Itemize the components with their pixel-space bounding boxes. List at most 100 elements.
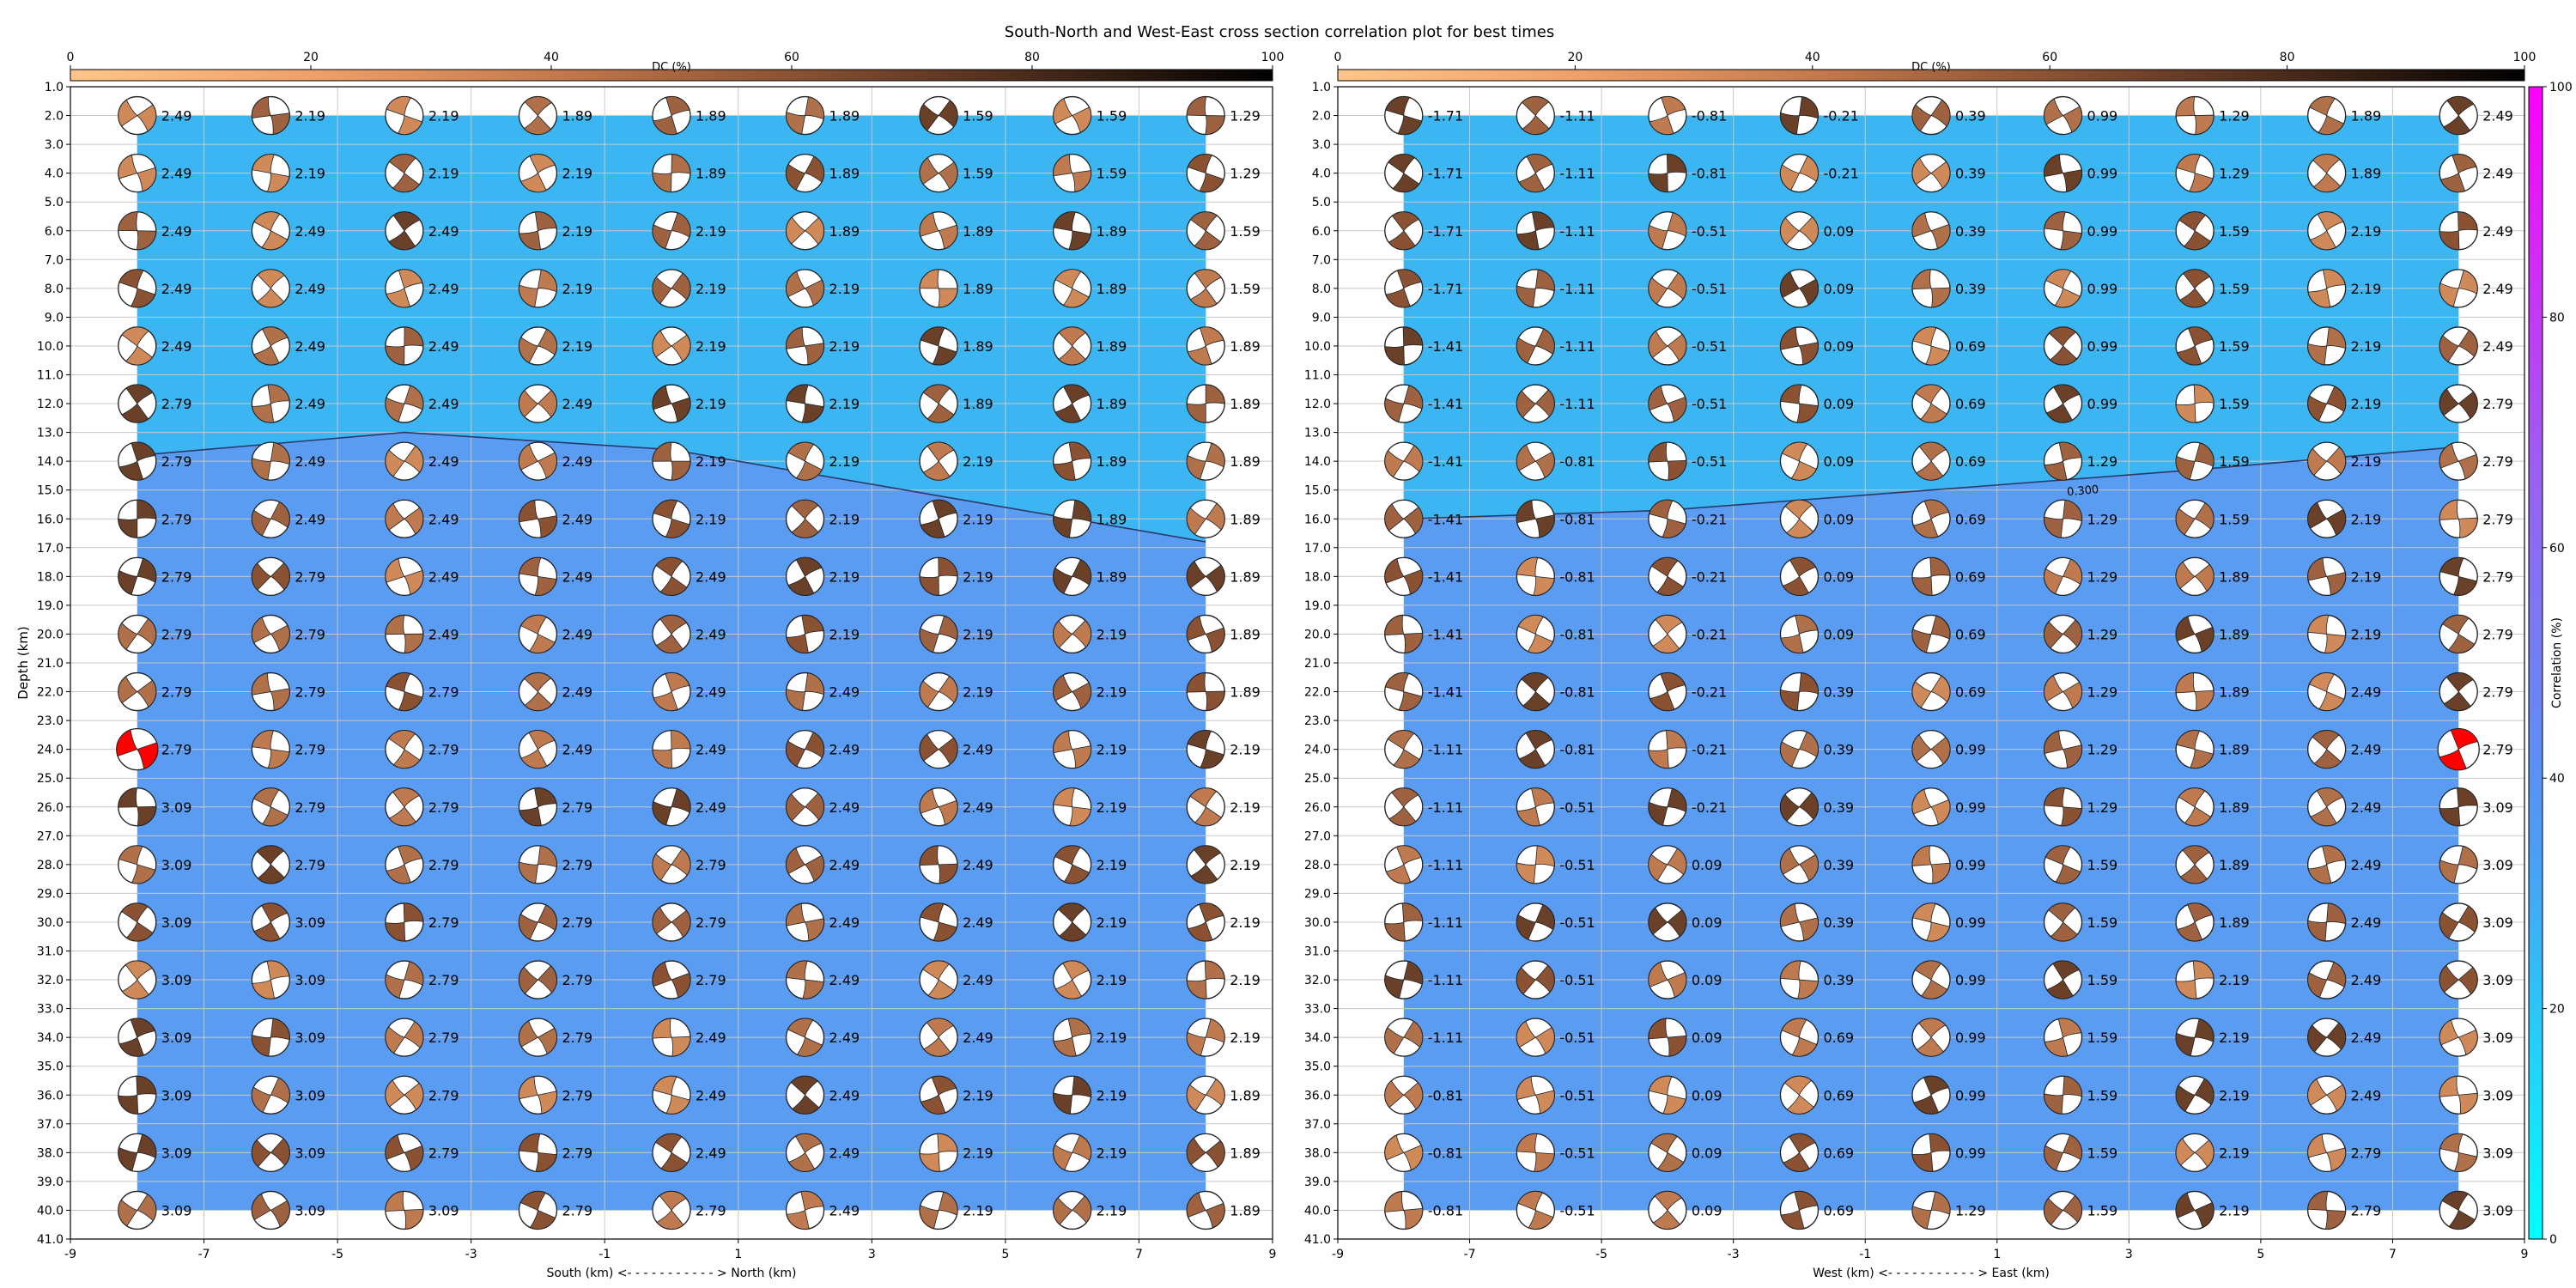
beachball-compression-quadrant [1911,1206,1932,1230]
time-label: 1.59 [1230,281,1261,297]
beachball-compression-quadrant [2458,270,2478,295]
beachball-compression-quadrant [786,326,806,349]
time-label: 3.09 [2482,972,2513,988]
time-label: -0.51 [1559,1087,1595,1103]
time-label: -1.11 [1559,338,1595,355]
beachball-compression-quadrant [116,729,138,756]
beachball-compression-quadrant [652,224,672,250]
beachball [1384,671,1424,712]
beachball-compression-quadrant [519,556,542,577]
beachball-compression-quadrant [927,441,955,462]
beachball-compression-quadrant [1648,907,1668,935]
time-label: 2.19 [295,166,325,182]
beachball-compression-quadrant [938,615,958,641]
dc-colorbar-tick-label: 100 [2513,51,2537,64]
beachball [1186,556,1225,596]
time-label: 2.79 [161,684,192,701]
beachball-compression-quadrant [519,443,539,471]
time-label: 2.19 [1097,1145,1127,1161]
beachball [1516,1133,1555,1172]
time-label: 2.49 [295,281,325,297]
beachball-compression-quadrant [1929,556,1951,577]
beachball-compression-quadrant [1205,1018,1225,1043]
beachball [251,95,290,136]
beachball-compression-quadrant [1384,1191,1405,1212]
y-tick-label: 40.0 [1304,1204,1331,1218]
beachball-compression-quadrant [118,623,138,650]
beachball-compression-quadrant [537,904,557,931]
beachball-compression-quadrant [1205,1139,1225,1168]
beachball [919,1018,958,1057]
beachball-compression-quadrant [251,458,271,481]
y-tick-label: 23.0 [1304,714,1331,728]
beachball-compression-quadrant [2307,920,2328,942]
time-label: 1.59 [2087,914,2118,931]
time-label: -1.71 [1428,108,1463,125]
beachball-compression-quadrant [796,1036,823,1057]
time-label: -0.21 [1692,799,1727,816]
y-tick-label: 33.0 [37,1003,64,1017]
beachball-compression-quadrant [2317,211,2344,232]
y-tick-label: 15.0 [1304,484,1331,498]
beachball [518,556,558,596]
time-label: 2.49 [428,223,459,240]
beachball [1911,326,1951,366]
beachball-compression-quadrant [804,216,824,246]
beachball [2043,384,2083,423]
beachball-compression-quadrant [787,1018,814,1038]
beachball [1053,95,1092,136]
beachball-compression-quadrant [804,732,824,758]
beachball [518,671,558,712]
beachball-compression-quadrant [1053,730,1073,754]
beachball-compression-quadrant [251,672,271,696]
beachball-compression-quadrant [1786,518,1814,538]
time-label: 2.79 [161,568,192,585]
beachball-compression-quadrant [1784,1075,1813,1096]
beachball-compression-quadrant [1516,337,1536,364]
y-tick-label: 23.0 [37,714,64,728]
beachball-compression-quadrant [2057,1018,2082,1038]
beachball [2307,1075,2347,1115]
beachball-compression-quadrant [671,972,691,999]
time-label: 1.89 [1097,223,1127,240]
beachball [785,441,825,481]
beachball-compression-quadrant [252,403,275,423]
beachball-compression-quadrant [1385,288,1411,308]
beachball-compression-quadrant [805,672,824,696]
beachball-compression-quadrant [1911,269,1932,289]
time-label: 2.19 [696,338,726,355]
time-label: 2.79 [2482,684,2513,701]
beachball-compression-quadrant [2044,1036,2069,1057]
y-tick-label: 32.0 [1304,974,1331,987]
beachball-compression-quadrant [2458,905,2478,933]
beachball-compression-quadrant [1780,384,1802,404]
time-label: 0.09 [1823,223,1854,240]
x-tick-label: 5 [2257,1248,2264,1261]
beachball-compression-quadrant [404,1145,424,1171]
time-label: 2.49 [829,1202,860,1218]
beachball [2175,441,2215,481]
beachball [1648,384,1687,423]
beachball [1516,211,1555,251]
beachball-compression-quadrant [1516,285,1536,308]
beachball [1648,1133,1687,1172]
x-tick-label: -5 [331,1248,343,1261]
beachball [518,1133,558,1172]
dc-colorbar-gradient [1337,69,2525,82]
y-tick-label: 29.0 [1304,887,1331,901]
beachball-compression-quadrant [1516,500,1536,524]
grid [70,86,1273,1240]
beachball-compression-quadrant [392,173,420,193]
time-label: -1.11 [1559,281,1595,297]
y-tick-label: 3.0 [45,138,64,152]
beachball-compression-quadrant [131,441,156,462]
beachball [251,326,290,366]
beachball-compression-quadrant [2307,1133,2328,1158]
beachball [518,960,558,999]
beachball [2043,730,2083,769]
beachball-compression-quadrant [786,270,806,298]
beachball [118,1190,157,1230]
x-tick-label: 5 [1001,1248,1009,1261]
beachball-compression-quadrant [2044,730,2064,754]
time-label: -0.81 [1559,568,1595,585]
